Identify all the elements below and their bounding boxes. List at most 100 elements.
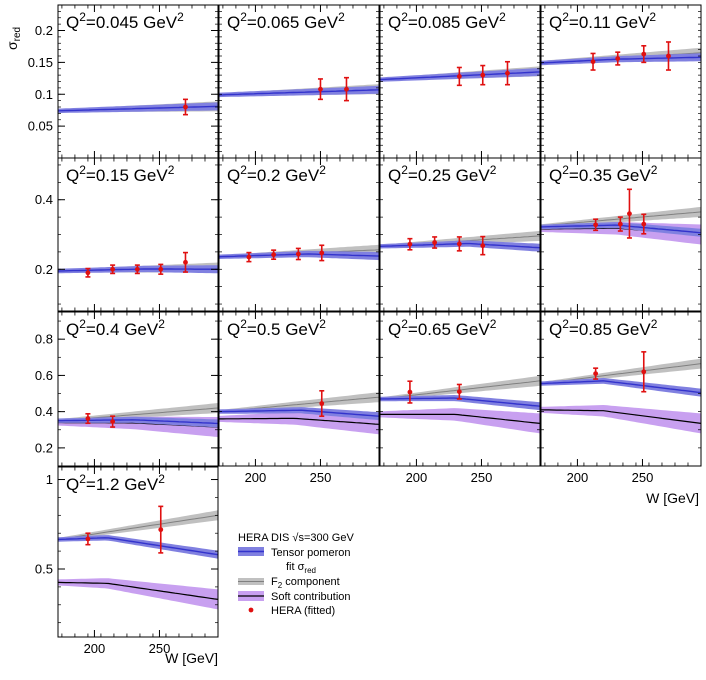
data-point (317, 78, 323, 101)
panel-10: Q2=0.65 GeV2 (379, 311, 541, 467)
legend-f2-label: F2 component (271, 576, 340, 590)
y-tick-label: 0.5 (35, 562, 53, 577)
panel-3: Q2=0.11 GeV2 (540, 4, 702, 159)
y-tick-label: 0.15 (28, 55, 53, 70)
panel-title: Q2=0.2 GeV2 (227, 163, 326, 185)
legend-fit-label: fit σred (286, 561, 316, 575)
data-point (319, 390, 325, 417)
data-point (134, 264, 140, 275)
data-point (271, 249, 277, 260)
data-point (182, 98, 188, 116)
data-marker (134, 266, 140, 272)
legend: HERA DIS √s=300 GeV Tensor pomeron fit σre… (238, 532, 354, 617)
x-tick-label: 200 (567, 470, 589, 485)
panel-title: Q2=0.5 GeV2 (227, 317, 326, 339)
data-point (626, 188, 632, 239)
x-axis-title: W [GeV] (165, 650, 218, 666)
data-marker (158, 266, 164, 272)
panel-plot-area (380, 375, 540, 434)
panel-frame (540, 311, 702, 467)
panel-plot-area (380, 230, 540, 256)
data-marker (641, 221, 647, 227)
panel-frame (379, 311, 541, 467)
data-marker (183, 104, 188, 110)
data-point (590, 52, 596, 71)
panel-7: Q2=0.35 GeV2 (540, 157, 702, 312)
data-marker (641, 369, 647, 375)
tensor-line (541, 380, 701, 394)
data-marker (480, 72, 486, 78)
data-marker (590, 59, 596, 65)
tensor-line (58, 419, 218, 425)
data-point (295, 247, 301, 261)
data-point (85, 532, 91, 546)
data-marker (319, 250, 325, 256)
panel-1: Q2=0.065 GeV2 (218, 4, 380, 159)
panel-title: Q2=0.085 GeV2 (388, 10, 506, 32)
panel-5: Q2=0.2 GeV2 (218, 157, 380, 312)
legend-header: HERA DIS √s=300 GeV (238, 532, 354, 544)
data-marker (593, 371, 599, 376)
data-point (617, 216, 623, 232)
data-marker (432, 240, 438, 245)
f2-line (58, 514, 218, 540)
panel-2: Q2=0.085 GeV2 (379, 4, 541, 159)
x-tick-label: 250 (471, 470, 493, 485)
data-point (456, 236, 462, 252)
panel-4: 0.2 0.4 Q2=0.15 GeV2 (35, 157, 219, 312)
panel-plot-area (58, 251, 218, 278)
data-marker (456, 74, 462, 79)
panel-title: Q2=0.25 GeV2 (388, 163, 497, 185)
panel-title: Q2=0.065 GeV2 (227, 10, 345, 32)
data-marker (505, 70, 510, 76)
panel-plot-area (58, 98, 218, 116)
y-tick-label: 0.1 (35, 87, 53, 102)
data-marker (617, 221, 623, 227)
tensor-line (219, 409, 379, 417)
data-point (432, 236, 438, 249)
legend-data-label: HERA (fitted) (271, 605, 335, 617)
panel-plot-area (541, 351, 701, 434)
data-marker (85, 416, 91, 421)
data-marker (158, 527, 164, 533)
y-tick-label: 1 (46, 472, 53, 487)
panel-plot-area (380, 60, 540, 87)
data-point (593, 367, 599, 380)
data-point (85, 413, 91, 425)
tensor-band (541, 377, 701, 397)
soft-band (541, 405, 701, 434)
panel-frame (218, 311, 380, 467)
y-tick-label: 0.8 (35, 332, 53, 347)
data-point (456, 383, 462, 400)
data-marker (666, 53, 671, 59)
data-marker (295, 251, 301, 257)
tensor-band (58, 416, 218, 428)
y-axis-title: σred (4, 27, 23, 50)
panel-title: Q2=0.35 GeV2 (549, 163, 658, 185)
y-tick-label: 0.05 (28, 119, 53, 134)
soft-band (58, 578, 218, 610)
data-point (615, 51, 621, 66)
y-tick-label: 0.6 (35, 368, 53, 383)
data-marker (318, 86, 323, 92)
data-marker (593, 222, 599, 228)
panel-title: Q2=0.045 GeV2 (66, 10, 184, 32)
tensor-line (58, 105, 218, 112)
soft-band (219, 412, 379, 435)
panel-plot-area (219, 76, 379, 102)
data-marker (627, 211, 632, 217)
panel-title: Q2=0.65 GeV2 (388, 317, 497, 339)
data-marker (407, 241, 413, 247)
panel-frame (57, 311, 219, 467)
panel-frame (57, 466, 219, 638)
panel-11: Q2=0.85 GeV2 (540, 311, 702, 467)
panel-plot-area (541, 41, 701, 71)
panel-plot-area (58, 505, 218, 610)
data-point (456, 66, 462, 87)
panel-title: Q2=0.4 GeV2 (66, 317, 165, 339)
legend-soft-label: Soft contribution (271, 591, 351, 603)
x-tick-label: 200 (84, 641, 106, 656)
data-point (641, 213, 647, 235)
soft-line (541, 409, 701, 424)
